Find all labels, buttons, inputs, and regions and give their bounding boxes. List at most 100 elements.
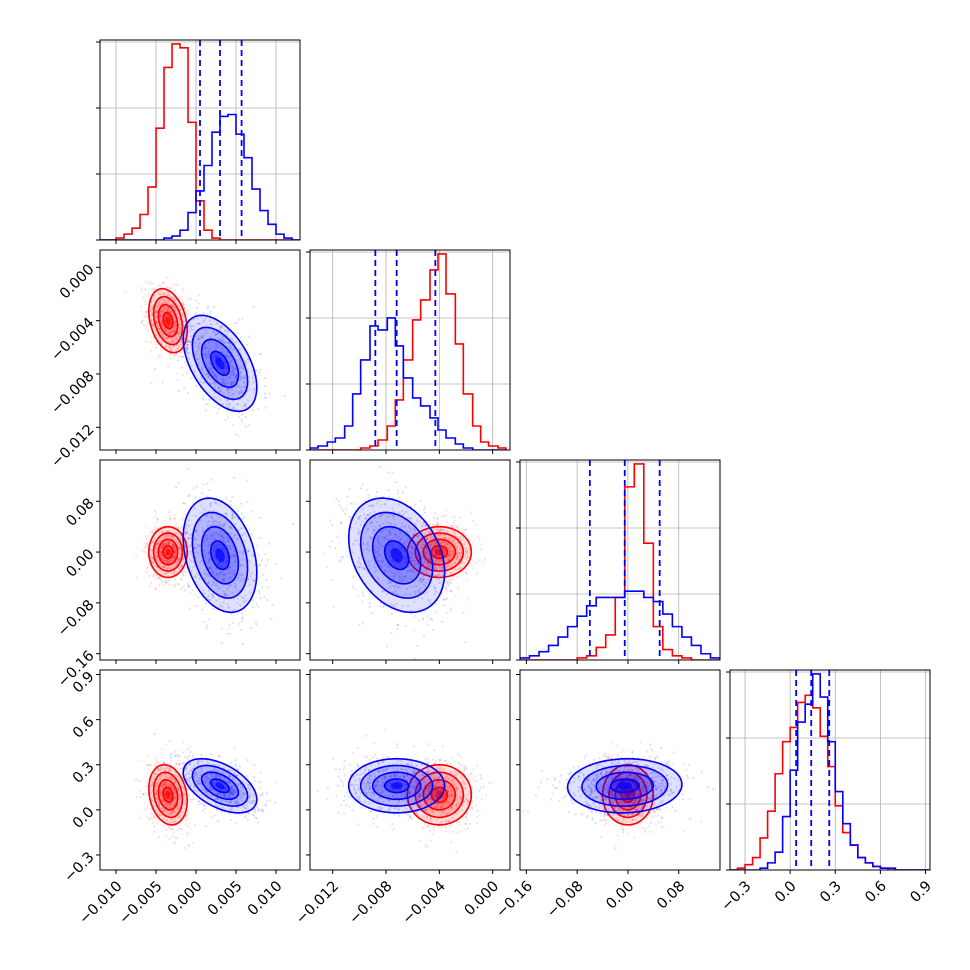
scatter-point [446, 582, 450, 585]
scatter-point [436, 523, 439, 527]
scatter-point [438, 534, 441, 537]
contour-line [191, 511, 249, 599]
scatter-point [208, 488, 211, 492]
panel-content [135, 467, 295, 645]
scatter-point [445, 563, 448, 567]
scatter-point [171, 821, 174, 824]
scatter-point [241, 620, 244, 623]
scatter-point [210, 752, 213, 756]
scatter-point [221, 351, 224, 354]
scatter-point [393, 546, 396, 549]
scatter-point [167, 767, 171, 770]
scatter-point [187, 817, 190, 820]
scatter-point [443, 541, 446, 544]
scatter-point [194, 547, 197, 550]
scatter-point [142, 792, 145, 795]
scatter-point [162, 809, 165, 812]
scatter-point [463, 528, 466, 531]
scatter-point [238, 572, 241, 575]
scatter-point [160, 548, 164, 551]
scatter-point [236, 597, 239, 600]
scatter-point [171, 296, 174, 299]
scatter-point [228, 627, 231, 630]
scatter-point [212, 554, 216, 557]
scatter-point [369, 535, 372, 539]
scatter-point [152, 817, 155, 820]
scatter-point [434, 524, 437, 527]
contour-line [152, 295, 184, 346]
histogram-blue [100, 113, 300, 240]
scatter-point [366, 542, 369, 545]
scatter-point [214, 355, 218, 358]
scatter-point [207, 304, 210, 308]
scatter-point [193, 352, 197, 355]
scatter-point [150, 798, 153, 802]
scatter-point [427, 565, 431, 568]
scatter-point [170, 330, 173, 333]
scatter-point [248, 583, 252, 586]
scatter-point [159, 549, 162, 552]
scatter-point [443, 551, 446, 554]
scatter-point [225, 355, 228, 359]
scatter-point [361, 508, 365, 511]
scatter-point [165, 533, 169, 537]
scatter-point [403, 575, 407, 578]
scatter-point [149, 281, 152, 284]
scatter-point [451, 550, 454, 554]
scatter-point [227, 606, 230, 609]
scatter-point [150, 529, 154, 532]
scatter-point [153, 509, 157, 512]
scatter-point [177, 815, 180, 818]
scatter-point [373, 545, 376, 549]
scatter-point [173, 792, 176, 795]
scatter-point [220, 369, 223, 373]
scatter-point [331, 578, 334, 582]
scatter-point [182, 516, 185, 519]
scatter-point [402, 550, 405, 553]
scatter-point [228, 547, 231, 550]
scatter-point [224, 418, 227, 422]
scatter-point [236, 518, 239, 521]
scatter-point [224, 512, 227, 515]
scatter-point [151, 800, 154, 803]
scatter-point [183, 793, 186, 797]
scatter-point [207, 589, 211, 592]
scatter-point [190, 549, 193, 553]
scatter-point [392, 576, 395, 579]
scatter-point [176, 538, 179, 542]
scatter-point [205, 552, 208, 555]
scatter-point [155, 554, 158, 557]
scatter-point [334, 547, 337, 550]
scatter-point [203, 345, 206, 348]
scatter-point [182, 304, 185, 307]
scatter-point [150, 780, 153, 783]
scatter-point [205, 356, 208, 359]
scatter-point [198, 561, 202, 564]
scatter-point [231, 572, 234, 575]
scatter-point [275, 562, 278, 565]
scatter-point [178, 827, 181, 831]
scatter-point [453, 530, 457, 533]
scatter-point [199, 376, 203, 379]
scatter-point [154, 312, 157, 315]
scatter-point [162, 543, 165, 546]
scatter-point [404, 486, 407, 489]
scatter-point [444, 585, 447, 588]
scatter-point [232, 393, 235, 396]
scatter-point [212, 532, 216, 535]
scatter-point [389, 531, 392, 534]
scatter-point [446, 555, 450, 558]
scatter-point [170, 330, 173, 333]
scatter-point [389, 530, 392, 534]
scatter-point [160, 554, 163, 558]
scatter-point [160, 544, 163, 547]
scatter-point [164, 572, 167, 575]
scatter-point [207, 375, 211, 378]
scatter-point [425, 556, 428, 559]
scatter-point [388, 586, 391, 589]
scatter-point [155, 759, 158, 762]
scatter-point [259, 597, 262, 600]
scatter-point [245, 479, 248, 482]
scatter-point [186, 340, 189, 343]
scatter-point [200, 364, 204, 367]
